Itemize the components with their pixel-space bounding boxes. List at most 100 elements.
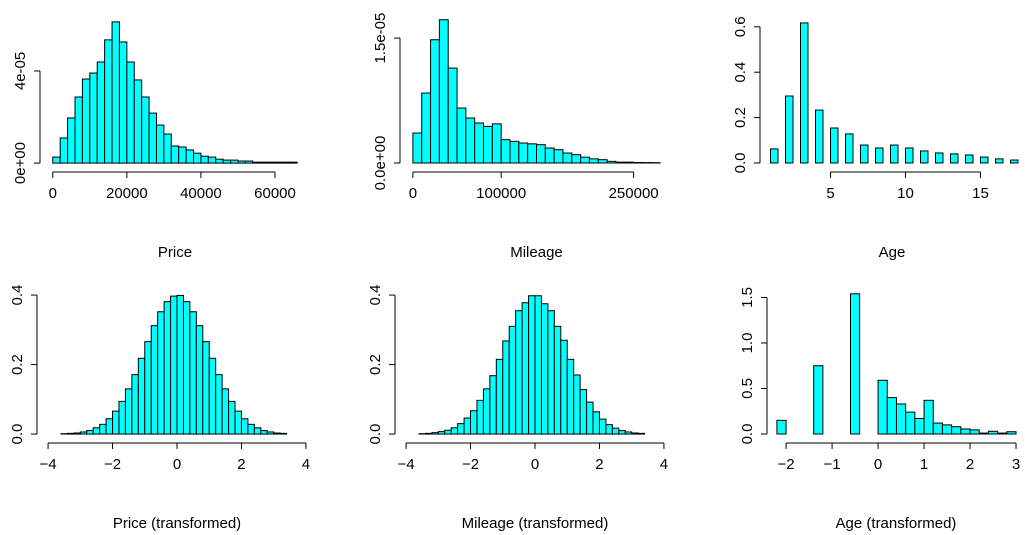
- bar: [920, 150, 929, 164]
- y-tick-label: 0.6: [732, 16, 749, 37]
- x-tick-label: 250000: [609, 185, 659, 202]
- bar: [502, 340, 510, 435]
- bar: [118, 41, 128, 164]
- bar: [905, 411, 916, 435]
- x-tick-label: 60000: [254, 185, 296, 202]
- y-tick-label: 0.2: [732, 107, 749, 128]
- bar: [157, 311, 165, 435]
- bar: [253, 427, 262, 435]
- bar: [941, 424, 953, 435]
- bar: [547, 310, 555, 435]
- y-tick-label: 4e-05: [12, 52, 29, 90]
- x-tick-label: 15: [972, 185, 989, 202]
- x-tick-label: 0: [531, 456, 539, 473]
- bar: [208, 357, 217, 435]
- bar: [81, 78, 91, 164]
- bar: [770, 148, 779, 164]
- bar: [615, 161, 626, 164]
- bar: [215, 158, 224, 164]
- bar: [215, 374, 223, 435]
- bar: [845, 133, 854, 164]
- bar: [178, 146, 187, 164]
- y-tick-label: 1.5e-05: [372, 13, 389, 64]
- bar: [482, 388, 491, 435]
- x-tick-label: 3: [1012, 456, 1020, 473]
- bar: [259, 161, 269, 164]
- x-tick-label: 5: [826, 185, 834, 202]
- y-tick-label: 0.5: [739, 378, 756, 399]
- bar: [79, 431, 88, 435]
- bar: [489, 375, 497, 435]
- bar: [163, 133, 172, 164]
- bar: [260, 430, 268, 435]
- bar: [969, 429, 980, 435]
- bar: [618, 430, 626, 435]
- bar: [279, 432, 288, 435]
- bar: [509, 140, 520, 164]
- bar: [450, 427, 459, 435]
- bar: [66, 432, 75, 435]
- bar: [185, 149, 195, 164]
- bar: [234, 410, 242, 435]
- bar: [849, 293, 861, 435]
- bar: [148, 112, 157, 164]
- bar: [580, 156, 590, 164]
- bar: [195, 325, 204, 435]
- bar: [624, 431, 633, 435]
- bar: [274, 161, 283, 164]
- bar: [877, 379, 888, 435]
- bar: [281, 161, 291, 164]
- bar: [1010, 159, 1019, 164]
- bar: [562, 152, 573, 164]
- bar: [476, 399, 484, 435]
- bar: [67, 117, 76, 164]
- bar: [465, 117, 476, 164]
- bar: [104, 39, 113, 164]
- bar: [776, 419, 787, 435]
- x-tick-label: −2: [104, 456, 121, 473]
- bar: [914, 418, 925, 435]
- x-axis-title: Mileage: [510, 244, 563, 261]
- y-tick-label: 1.0: [739, 333, 756, 354]
- bar: [73, 432, 81, 435]
- bar: [815, 109, 824, 164]
- bar: [890, 144, 899, 164]
- panel: −4 −2 0 2 4 0.0 0.2 0.4 Mileage (transformed): [367, 285, 668, 532]
- x-axis-title: Price (transformed): [113, 515, 241, 532]
- panel: 5 10 15 0.0 0.2 0.4 0.6 Age: [732, 16, 1019, 261]
- x-axis-title: Price: [158, 244, 192, 261]
- bar: [875, 147, 884, 164]
- y-tick-label: 0.0e+00: [372, 136, 389, 191]
- x-tick-label: 0: [874, 456, 882, 473]
- bar: [592, 411, 600, 435]
- bar: [247, 423, 255, 435]
- bar: [92, 427, 101, 435]
- bar: [960, 428, 971, 435]
- bar: [611, 427, 620, 435]
- bar: [474, 122, 485, 164]
- bar: [193, 152, 202, 164]
- bar: [995, 158, 1004, 164]
- bar: [860, 144, 869, 164]
- bar: [444, 429, 452, 435]
- bar: [430, 39, 440, 164]
- bar: [424, 432, 433, 435]
- y-tick-label: 0.2: [9, 354, 26, 375]
- bar: [141, 96, 150, 164]
- bar: [470, 410, 478, 435]
- bar: [637, 432, 646, 435]
- bar: [597, 159, 608, 164]
- x-tick-label: −2: [778, 456, 795, 473]
- bar: [447, 67, 458, 164]
- bar: [237, 160, 246, 164]
- bar: [573, 374, 581, 435]
- bar: [252, 161, 261, 164]
- bar: [289, 161, 298, 164]
- y-tick-label: 0.0: [367, 424, 384, 445]
- bar: [886, 397, 897, 435]
- bar: [785, 95, 794, 164]
- bar: [560, 339, 568, 435]
- x-tick-label: 4: [302, 456, 310, 473]
- bar: [553, 149, 564, 164]
